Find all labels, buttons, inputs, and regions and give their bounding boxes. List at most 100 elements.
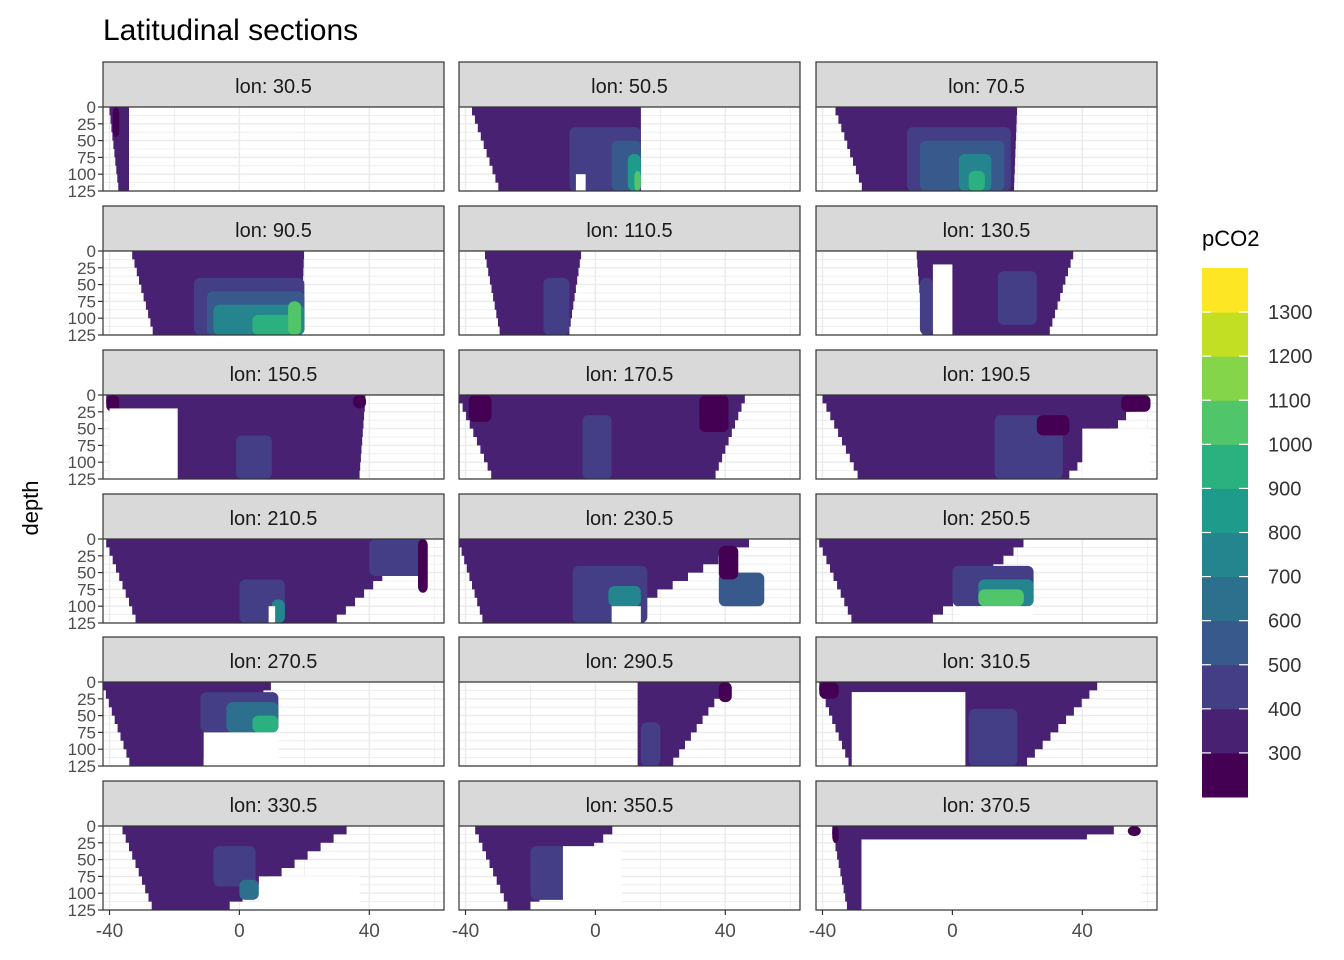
x-tick-label: 40 (1072, 921, 1093, 942)
x-tick-label: 40 (359, 921, 380, 942)
legend-swatch (1202, 708, 1248, 754)
facet-strip (815, 780, 1158, 827)
legend-swatch (1202, 752, 1248, 798)
x-tick-label: -40 (96, 921, 123, 942)
facet-panel: lon: 290.5 (458, 636, 801, 767)
y-tick-label: 25 (77, 547, 96, 566)
legend-swatch (1202, 488, 1248, 533)
y-tick-label: 75 (77, 292, 96, 311)
data-layer (106, 395, 367, 479)
missing-region (203, 732, 279, 766)
missing-region (268, 606, 276, 623)
x-tick-label: -40 (452, 921, 479, 942)
legend-title: pCO2 (1202, 226, 1259, 251)
facet-strip (102, 205, 445, 252)
facet-strip (102, 636, 445, 683)
y-tick-label: 0 (87, 242, 96, 261)
missing-region (575, 174, 586, 191)
legend-label: 700 (1268, 567, 1301, 589)
legend-label: 600 (1268, 611, 1301, 633)
panel-border (102, 825, 445, 911)
y-tick-label: 50 (77, 276, 96, 295)
contour-band (718, 682, 732, 703)
facet-strip-label: lon: 50.5 (591, 76, 668, 98)
legend-label: 1200 (1268, 346, 1313, 368)
facet-strip (102, 349, 445, 396)
panel-border (102, 681, 445, 767)
data-layer (822, 395, 1151, 479)
x-tick-label: 0 (234, 921, 245, 942)
contour-band (1127, 826, 1141, 837)
contour-band (640, 722, 661, 766)
contour-band (997, 271, 1037, 325)
facet-strip-label: lon: 30.5 (235, 76, 312, 98)
data-layer (106, 539, 428, 623)
facet-strip (458, 780, 801, 827)
panel-border (458, 106, 801, 192)
y-tick-label: 100 (68, 740, 96, 759)
contour-band (699, 395, 729, 432)
y-tick-label: 125 (68, 614, 96, 633)
contour-band (112, 107, 120, 138)
legend-label: 300 (1268, 743, 1301, 765)
contour-band (239, 879, 259, 900)
missing-region (109, 408, 178, 479)
data-layer (835, 107, 1018, 191)
legend-label: 1100 (1268, 390, 1311, 412)
y-tick-label: 125 (68, 901, 96, 920)
x-tick-label: 0 (590, 921, 601, 942)
facet-panel: lon: 250.5 (815, 493, 1158, 624)
data-layer (132, 251, 305, 335)
missing-region (932, 264, 953, 335)
contour-band (718, 545, 739, 580)
y-tick-label: 100 (68, 309, 96, 328)
facet-strip (102, 61, 445, 108)
legend-swatch (1202, 356, 1248, 401)
data-layer (916, 251, 1076, 335)
contour-band (919, 277, 933, 335)
facet-strip (102, 780, 445, 827)
data-layer (109, 107, 129, 191)
missing-region (562, 846, 622, 910)
facet-strip-label: lon: 250.5 (943, 508, 1031, 530)
y-tick-label: 50 (77, 851, 96, 870)
missing-region (851, 692, 966, 766)
data-layer (459, 395, 748, 479)
panel-border (102, 250, 445, 336)
panel-border (458, 538, 801, 624)
y-tick-label: 50 (77, 132, 96, 151)
facet-panel: lon: 70.5 (815, 61, 1158, 192)
y-tick-label: 75 (77, 580, 96, 599)
data-layer (122, 826, 360, 910)
legend-label: 1000 (1268, 434, 1313, 456)
panel-border (815, 394, 1158, 480)
missing-region (611, 606, 641, 623)
y-tick-label: 50 (77, 420, 96, 439)
missing-region (258, 876, 360, 910)
y-tick-label: 0 (87, 386, 96, 405)
panel-border (815, 106, 1158, 192)
panel-border (458, 825, 801, 911)
facet-strip-label: lon: 310.5 (943, 651, 1031, 673)
y-tick-label: 25 (77, 403, 96, 422)
facet-strip-label: lon: 350.5 (586, 795, 674, 817)
y-tick-label: 50 (77, 707, 96, 726)
facet-panel: lon: 130.5 (815, 205, 1158, 336)
legend-swatch (1202, 620, 1248, 666)
panel-border (458, 681, 801, 767)
y-tick-label: 125 (68, 182, 96, 201)
contour-band (236, 435, 272, 479)
legend-label: 400 (1268, 699, 1301, 721)
y-tick-label: 75 (77, 723, 96, 742)
y-tick-label: 25 (77, 259, 96, 278)
contour-band (819, 682, 839, 699)
contour-band (1121, 395, 1151, 412)
section-fill (637, 682, 732, 766)
facet-strip-label: lon: 330.5 (230, 795, 318, 817)
missing-region (958, 606, 1034, 623)
facet-strip (458, 493, 801, 540)
data-layer (485, 251, 583, 335)
